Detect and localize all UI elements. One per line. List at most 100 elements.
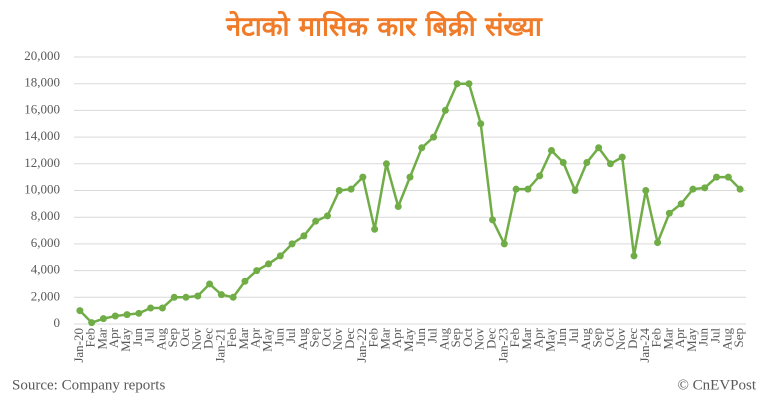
y-tick-label: 6,000 — [31, 235, 60, 250]
point — [265, 260, 273, 268]
point — [217, 291, 225, 299]
point — [618, 153, 626, 161]
point — [512, 185, 520, 193]
point — [182, 293, 190, 301]
x-tick-label: Feb — [649, 328, 664, 348]
point — [677, 200, 685, 208]
x-tick-label: Feb — [366, 328, 381, 348]
x-tick-label: Mar — [519, 327, 534, 349]
y-tick-label: 18,000 — [24, 75, 60, 90]
line — [79, 82, 741, 324]
x-tick-label: May — [118, 328, 133, 352]
x-tick-label: Oct — [318, 328, 333, 347]
point — [724, 173, 732, 181]
x-tick-label: Jan-21 — [212, 328, 227, 363]
y-tick-label: 0 — [54, 315, 61, 330]
point — [654, 239, 662, 247]
point — [300, 232, 308, 240]
x-tick-label: Sep — [731, 328, 746, 348]
x-tick-label: Apr — [106, 327, 121, 348]
x-tick-label: Sep — [448, 328, 463, 348]
x-tick-label: Jul — [566, 328, 581, 344]
point — [477, 120, 485, 128]
point — [312, 217, 320, 225]
x-tick-label: Apr — [672, 327, 687, 348]
point — [158, 304, 166, 312]
point — [630, 252, 638, 260]
point — [713, 173, 721, 181]
x-tick-label: Feb — [83, 328, 98, 348]
point — [88, 319, 96, 327]
x-tick-label: Aug — [295, 328, 310, 351]
x-tick-label: Jan-20 — [71, 328, 86, 363]
y-tick-label: 12,000 — [24, 155, 60, 170]
point — [359, 173, 367, 181]
x-tick-label: Jul — [142, 328, 157, 344]
x-tick-label: Jul — [708, 328, 723, 344]
x-tick-label: Jun — [413, 328, 428, 347]
point — [99, 315, 107, 323]
y-tick-label: 2,000 — [31, 288, 60, 303]
point — [441, 106, 449, 114]
x-tick-label: Jul — [283, 328, 298, 344]
x-tick-label: Aug — [436, 328, 451, 351]
point — [701, 184, 709, 192]
x-tick-label: Aug — [719, 328, 734, 351]
point — [123, 311, 131, 319]
x-tick-label: Aug — [578, 328, 593, 351]
point — [559, 158, 567, 166]
point — [665, 209, 673, 217]
point — [206, 280, 214, 288]
y-tick-label: 10,000 — [24, 181, 60, 196]
point — [76, 307, 84, 315]
point — [453, 80, 461, 88]
point — [147, 304, 155, 312]
x-tick-label: Jul — [425, 328, 440, 344]
point — [465, 80, 473, 88]
x-tick-label: Jun — [696, 328, 711, 347]
point — [489, 216, 497, 224]
x-tick-label: Apr — [531, 327, 546, 348]
point — [500, 240, 508, 248]
y-tick-label: 14,000 — [24, 128, 60, 143]
y-tick-label: 8,000 — [31, 208, 60, 223]
x-tick-label: Apr — [248, 327, 263, 348]
point — [595, 144, 603, 152]
point — [382, 160, 390, 168]
x-tick-label: Mar — [377, 327, 392, 349]
point — [430, 133, 438, 141]
point — [371, 225, 379, 233]
point — [406, 173, 414, 181]
point — [323, 212, 331, 220]
x-tick-label: Oct — [601, 328, 616, 347]
x-tick-label: Nov — [472, 328, 487, 351]
point — [111, 312, 119, 320]
point — [347, 185, 355, 193]
point — [170, 293, 178, 301]
point — [241, 277, 249, 285]
x-tick-label: Mar — [660, 327, 675, 349]
point — [571, 187, 579, 194]
source: Source: Company reports — [12, 377, 165, 393]
x-tick-label: Dec — [342, 328, 357, 349]
x-tick-label: Dec — [484, 328, 499, 349]
x-tick-label: Dec — [625, 328, 640, 349]
point — [418, 144, 426, 152]
x-tick-label: May — [260, 328, 275, 352]
x-tick-label: Feb — [224, 328, 239, 348]
x-tick-label: Jan-23 — [495, 328, 510, 363]
point — [253, 267, 261, 275]
x-tick-label: Jun — [130, 328, 145, 347]
x-tick-label: Sep — [590, 328, 605, 348]
point — [229, 293, 237, 301]
point — [547, 146, 555, 154]
x-tick-label: May — [401, 328, 416, 352]
point — [536, 172, 544, 180]
x-tick-label: Apr — [389, 327, 404, 348]
y-tick-label: 16,000 — [24, 101, 60, 116]
point — [524, 185, 532, 193]
x-tick-label: Nov — [330, 328, 345, 351]
chart-title: नेटाको मासिक कार बिक्री संख्या — [225, 11, 543, 43]
x-tick-label: Mar — [94, 327, 109, 349]
